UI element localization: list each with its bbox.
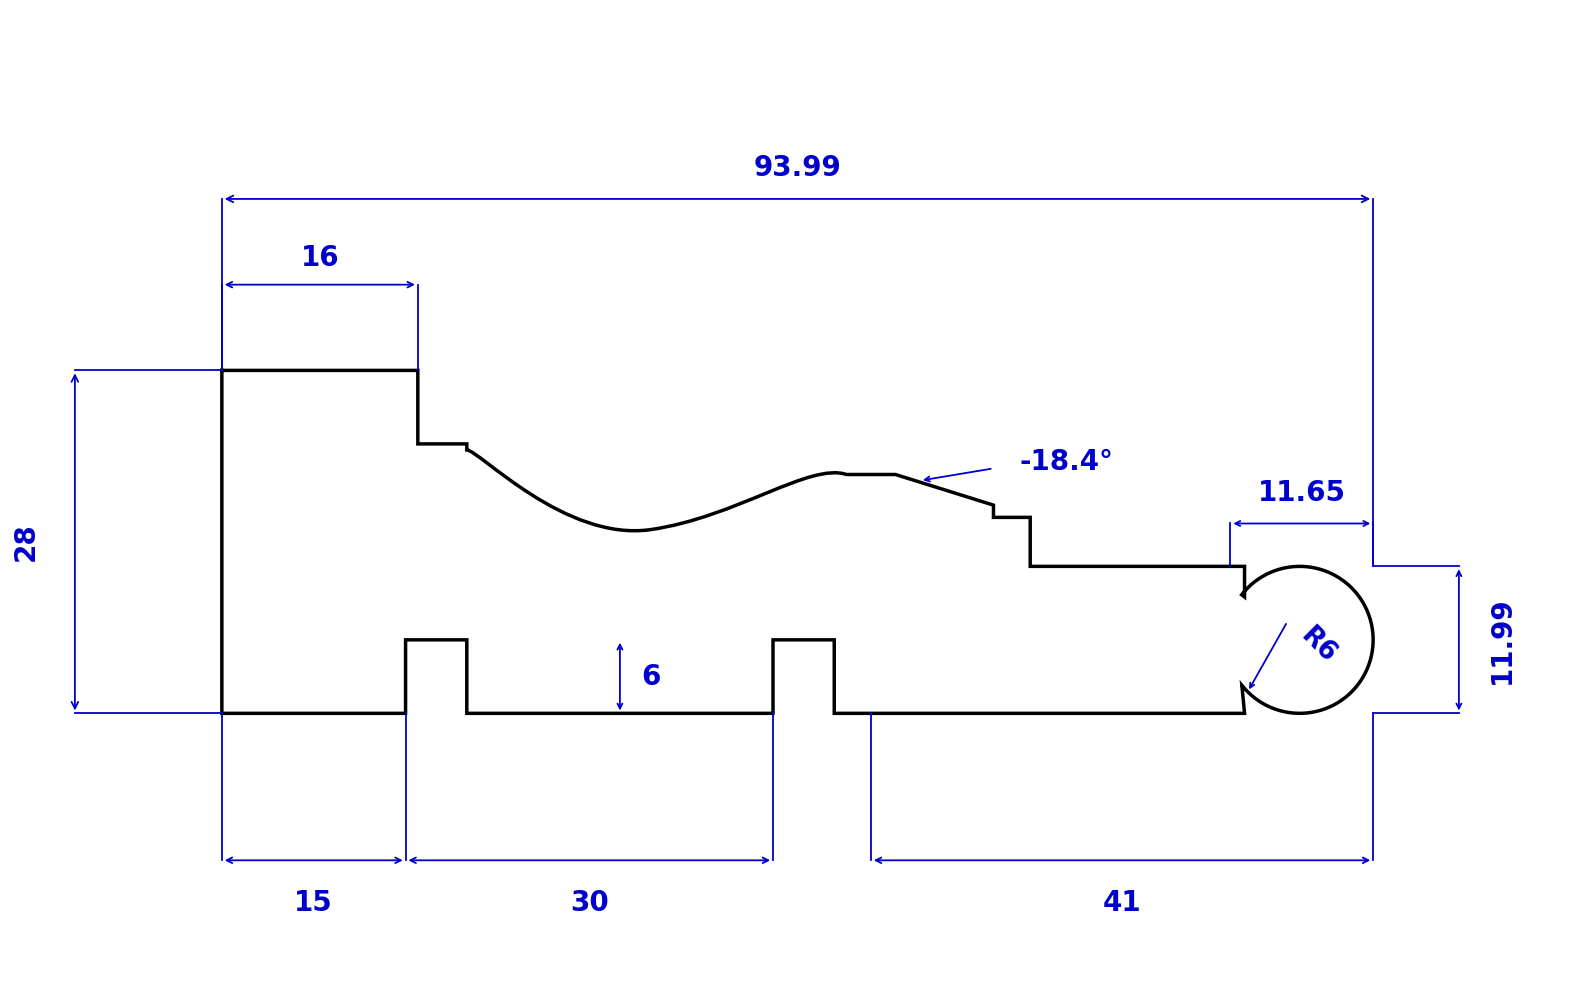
Text: 41: 41 <box>1102 889 1142 917</box>
Text: -18.4°: -18.4° <box>1019 448 1113 476</box>
Text: 93.99: 93.99 <box>753 155 842 183</box>
Text: 15: 15 <box>295 889 333 917</box>
Text: R6: R6 <box>1295 623 1341 669</box>
Text: 30: 30 <box>569 889 609 917</box>
Text: 11.99: 11.99 <box>1488 596 1515 684</box>
Text: 28: 28 <box>11 523 40 561</box>
Text: 16: 16 <box>300 244 340 271</box>
Text: 6: 6 <box>641 663 660 691</box>
Text: 11.65: 11.65 <box>1258 479 1346 507</box>
